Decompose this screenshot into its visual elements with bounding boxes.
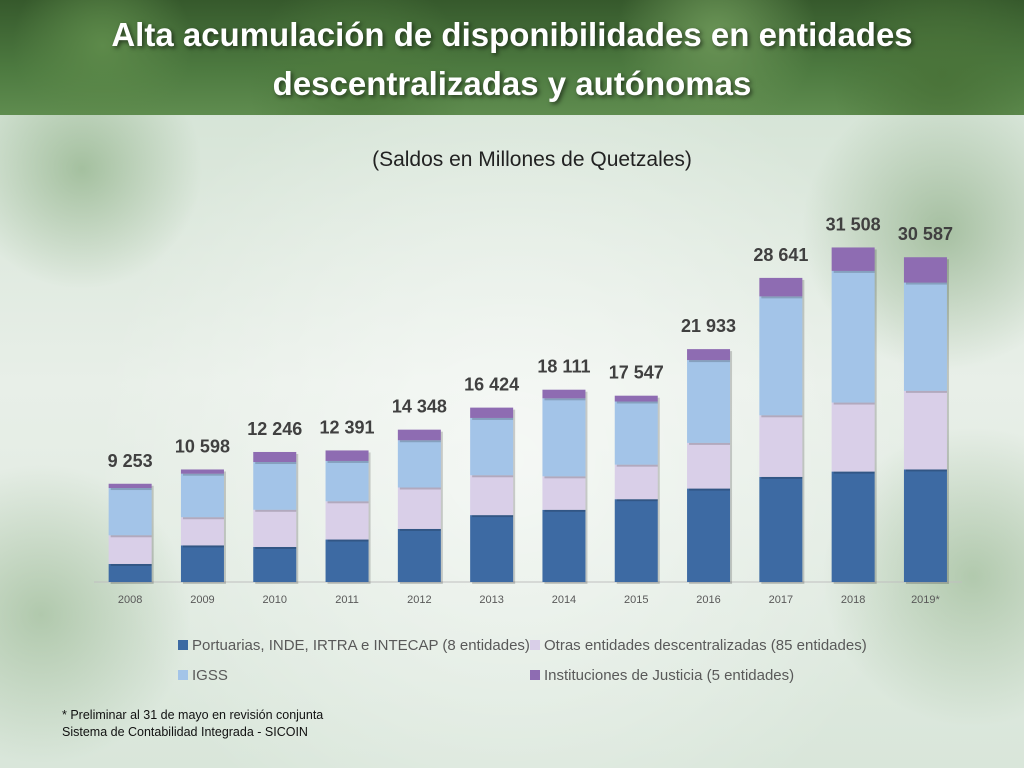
legend-row-1: Portuarias, INDE, IRTRA e INTECAP (8 ent…: [178, 630, 958, 660]
bar-segment-2019-series-1: [903, 390, 947, 470]
footnote-line-1: * Preliminar al 31 de mayo en revisión c…: [62, 708, 324, 722]
bar-segment-2009-series-3: [180, 469, 224, 474]
bar-segment-2010-series-3: [253, 451, 297, 463]
bar-segment-2017-series-3: [759, 277, 803, 297]
bar-segment-2014-series-3: [542, 389, 586, 399]
bar-segment-2015-series-3: [614, 395, 658, 402]
chart-legend: Portuarias, INDE, IRTRA e INTECAP (8 ent…: [178, 630, 958, 690]
legend-item-igss: IGSS: [178, 667, 530, 684]
bar-segment-2015-series-0: [614, 499, 658, 582]
bar-segment-2008-series-3: [108, 483, 152, 489]
legend-item-justicia: Instituciones de Justicia (5 entidades): [530, 667, 794, 684]
bar-segment-2013-series-2: [470, 417, 514, 476]
bar-segment-2012-series-2: [397, 440, 441, 488]
footnote: * Preliminar al 31 de mayo en revisión c…: [62, 707, 323, 741]
bar-segment-2018-series-1: [831, 402, 875, 472]
bar-segment-2012-series-3: [397, 429, 441, 441]
bar-segment-2018-series-2: [831, 270, 875, 403]
total-label-2016: 21 933: [681, 316, 736, 336]
bar-segment-2008-series-1: [108, 535, 152, 564]
bar-segment-2010-series-2: [253, 462, 297, 510]
legend-row-2: IGSS Instituciones de Justicia (5 entida…: [178, 660, 958, 690]
bar-segment-2014-series-0: [542, 509, 586, 582]
total-label-2010: 12 246: [247, 419, 302, 439]
bar-segment-2008-series-2: [108, 488, 152, 536]
bar-segment-2016-series-2: [687, 360, 731, 443]
bar-segment-2015-series-1: [614, 464, 658, 500]
bar-segment-2019-series-2: [903, 282, 947, 391]
bar-segment-2017-series-2: [759, 296, 803, 416]
total-label-2018: 31 508: [826, 214, 881, 234]
footnote-line-2: Sistema de Contabilidad Integrada - SICO…: [62, 725, 308, 739]
bar-segment-2010-series-1: [253, 509, 297, 547]
bar-segment-2013-series-3: [470, 407, 514, 418]
bar-segment-2010-series-0: [253, 546, 297, 582]
bar-segment-2018-series-0: [831, 471, 875, 582]
x-tick-label-2009: 2009: [190, 594, 214, 606]
bar-segment-2016-series-3: [687, 349, 731, 361]
bar-segment-2012-series-1: [397, 487, 441, 529]
bar-segment-2019-series-0: [903, 469, 947, 582]
legend-label: Instituciones de Justicia (5 entidades): [544, 666, 795, 684]
legend-item-portuarias: Portuarias, INDE, IRTRA e INTECAP (8 ent…: [178, 637, 530, 654]
bar-segment-2014-series-2: [542, 398, 586, 477]
x-tick-label-2019: 2019*: [911, 594, 940, 606]
bar-segment-2013-series-1: [470, 475, 514, 516]
header-banner: [0, 0, 1024, 115]
x-tick-label-2017: 2017: [769, 594, 793, 606]
x-tick-label-2008: 2008: [118, 594, 142, 606]
chart-subtitle: (Saldos en Millones de Quetzales): [372, 148, 692, 171]
total-label-2013: 16 424: [464, 375, 519, 395]
bar-segment-2011-series-2: [325, 460, 369, 502]
legend-swatch-icon: [178, 640, 188, 650]
bar-segment-2009-series-0: [180, 545, 224, 582]
page-title: Alta acumulación de disponibilidades en …: [111, 16, 913, 102]
legend-swatch-icon: [530, 640, 540, 650]
bar-segment-2015-series-2: [614, 401, 658, 465]
legend-label: Portuarias, INDE, IRTRA e INTECAP (8 ent…: [192, 636, 530, 654]
bar-segment-2018-series-3: [831, 247, 875, 271]
total-label-2011: 12 391: [320, 417, 375, 437]
bar-segment-2011-series-0: [325, 539, 369, 582]
x-tick-label-2015: 2015: [624, 594, 648, 606]
legend-label: Otras entidades descentralizadas (85 ent…: [544, 636, 867, 654]
bar-segment-2012-series-0: [397, 528, 441, 582]
bar-segment-2017-series-1: [759, 415, 803, 477]
x-tick-label-2014: 2014: [552, 594, 576, 606]
total-label-2008: 9 253: [108, 451, 153, 471]
total-label-2019: 30 587: [898, 224, 953, 244]
legend-swatch-icon: [178, 670, 188, 680]
bar-segment-2017-series-0: [759, 476, 803, 582]
bar-segment-2011-series-1: [325, 501, 369, 540]
x-tick-label-2011: 2011: [335, 594, 359, 606]
bar-segment-2013-series-0: [470, 515, 514, 582]
bar-segment-2009-series-2: [180, 473, 224, 518]
total-label-2009: 10 598: [175, 436, 230, 456]
bar-segment-2009-series-1: [180, 517, 224, 546]
bar-segment-2016-series-0: [687, 488, 731, 582]
bar-segment-2014-series-1: [542, 476, 586, 510]
x-tick-label-2012: 2012: [407, 594, 431, 606]
bar-segment-2016-series-1: [687, 442, 731, 489]
x-tick-label-2018: 2018: [841, 594, 865, 606]
x-tick-label-2013: 2013: [479, 594, 503, 606]
legend-swatch-icon: [530, 670, 540, 680]
total-label-2014: 18 111: [537, 357, 590, 377]
legend-item-otras: Otras entidades descentralizadas (85 ent…: [530, 637, 867, 654]
bar-segment-2019-series-3: [903, 257, 947, 283]
bar-segment-2008-series-0: [108, 563, 152, 582]
legend-label: IGSS: [192, 666, 228, 684]
total-label-2017: 28 641: [753, 245, 808, 265]
total-label-2015: 17 547: [609, 363, 664, 383]
x-tick-label-2010: 2010: [263, 594, 287, 606]
bar-segment-2011-series-3: [325, 450, 369, 461]
x-tick-label-2016: 2016: [696, 594, 720, 606]
total-label-2012: 14 348: [392, 397, 447, 417]
